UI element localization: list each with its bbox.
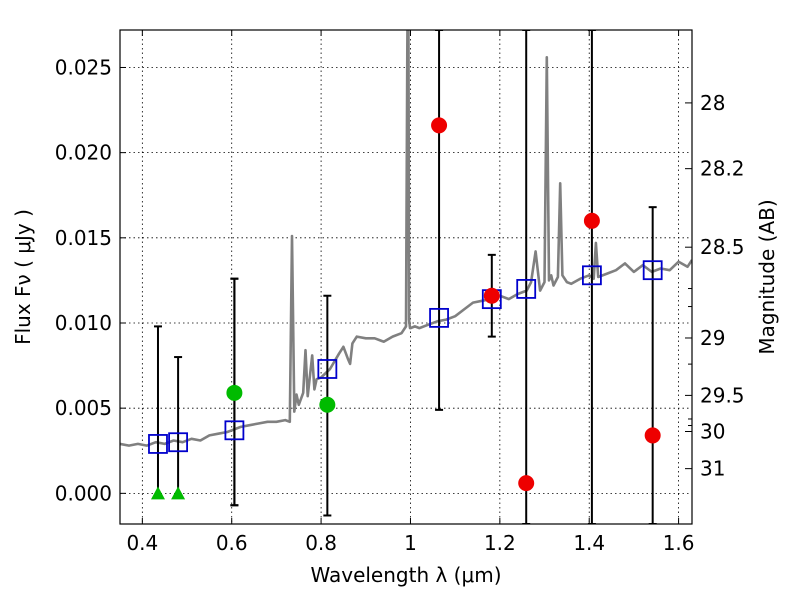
x-tick-label: 0.6 xyxy=(216,531,248,555)
model-square-marker xyxy=(317,359,338,379)
x-tick-label: 1.4 xyxy=(573,531,605,555)
detection-point xyxy=(583,212,600,229)
y-tick-label: 0.020 xyxy=(55,141,112,165)
right-tick-label: 31 xyxy=(700,457,725,481)
plot-frame xyxy=(119,29,693,525)
model-square-marker xyxy=(429,307,449,328)
right-tick-label: 29 xyxy=(700,326,725,350)
y-axis-title-right: Magnitude (AB) xyxy=(755,199,779,354)
x-tick-label: 1 xyxy=(404,531,417,555)
detection-point xyxy=(518,475,535,492)
right-tick-label: 30 xyxy=(700,420,725,444)
x-axis-title: Wavelength λ (μm) xyxy=(310,563,501,587)
x-tick-label: 0.4 xyxy=(126,531,158,555)
x-tick-label: 1.6 xyxy=(663,531,695,555)
right-tick-label: 28 xyxy=(700,91,725,115)
model-square-marker xyxy=(582,265,602,286)
y-tick-label: 0.010 xyxy=(55,311,112,335)
y-tick-label: 0.000 xyxy=(55,481,112,505)
right-tick-label: 28.2 xyxy=(700,157,745,181)
tick-labels: 0.4 0.6 0.8 1 1.2 1.4 1.6 0.000 0.005 0.010 0.015 0… xyxy=(55,55,745,555)
y-tick-label: 0.025 xyxy=(55,55,112,79)
spectrum-line xyxy=(120,30,692,447)
detection-point xyxy=(431,117,448,134)
y-axis-title: Flux Fν ( μJy ) xyxy=(11,209,35,345)
detection-point xyxy=(319,396,336,413)
detection-point xyxy=(644,427,661,444)
right-tick-label: 29.5 xyxy=(700,383,745,407)
axis-ticks xyxy=(120,30,692,524)
detection-point xyxy=(483,287,500,304)
grid-lines xyxy=(120,30,692,524)
model-square-marker xyxy=(516,279,537,299)
model-square-marker xyxy=(168,432,188,453)
y-tick-label: 0.015 xyxy=(55,226,112,250)
spectrum-layer xyxy=(120,30,692,447)
model-square-marker xyxy=(642,260,663,281)
markers xyxy=(148,117,663,500)
detection-point xyxy=(226,384,243,401)
model-square-marker xyxy=(148,434,168,454)
x-tick-label: 1.2 xyxy=(484,531,516,555)
model-square-marker xyxy=(224,420,245,441)
upper-limit-triangle xyxy=(171,486,186,500)
x-tick-label: 0.8 xyxy=(305,531,337,555)
y-tick-label: 0.005 xyxy=(55,396,112,420)
upper-limit-triangle xyxy=(150,486,165,500)
right-tick-label: 28.5 xyxy=(700,235,745,259)
